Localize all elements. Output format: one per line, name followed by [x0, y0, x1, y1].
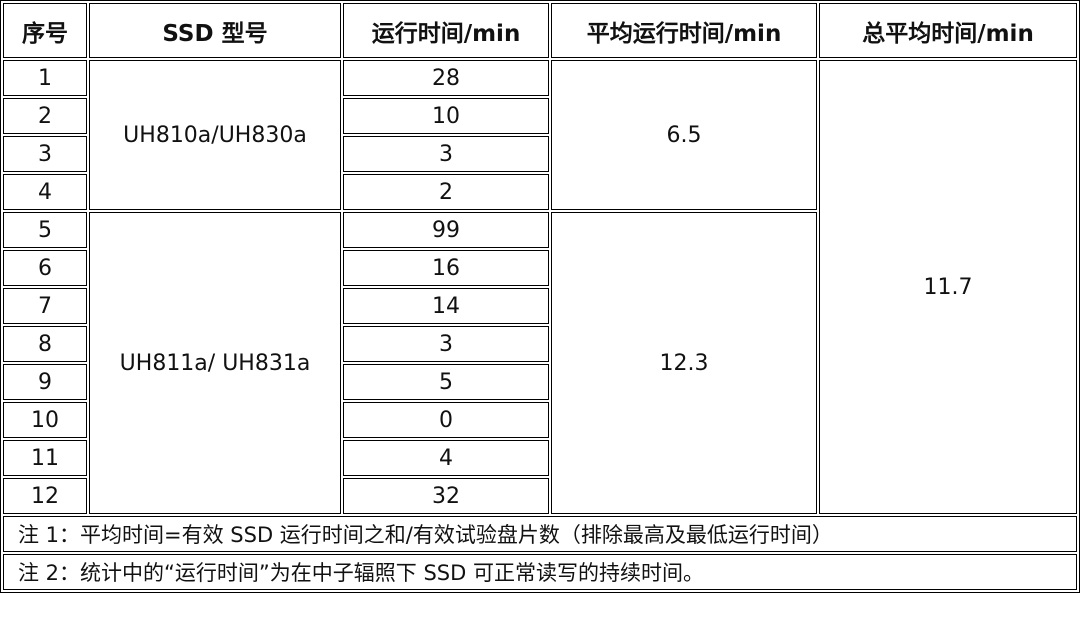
runtime: 28 [343, 60, 549, 96]
header-total-average: 总平均时间/min [819, 3, 1077, 58]
ssd-runtime-table: 序号 SSD 型号 运行时间/min 平均运行时间/min 总平均时间/min … [0, 0, 1080, 593]
table-row: 10 0 [3, 402, 1077, 438]
table-row: 11 4 [3, 440, 1077, 476]
row-number: 10 [3, 402, 87, 438]
row-number: 11 [3, 440, 87, 476]
table-row: 6 16 [3, 250, 1077, 286]
row-number: 7 [3, 288, 87, 324]
note-2: 注 2：统计中的“运行时间”为在中子辐照下 SSD 可正常读写的持续时间。 [3, 554, 1077, 590]
runtime: 3 [343, 136, 549, 172]
total-average: 11.7 [819, 60, 1077, 514]
row-number: 12 [3, 478, 87, 514]
note-row: 注 1：平均时间=有效 SSD 运行时间之和/有效试验盘片数（排除最高及最低运行… [3, 516, 1077, 552]
average-runtime: 6.5 [551, 60, 817, 210]
ssd-model: UH810a/UH830a [89, 60, 341, 210]
header-average: 平均运行时间/min [551, 3, 817, 58]
row-number: 6 [3, 250, 87, 286]
runtime: 0 [343, 402, 549, 438]
table-row: 7 14 [3, 288, 1077, 324]
table-row: 2 10 [3, 98, 1077, 134]
runtime: 5 [343, 364, 549, 400]
header-no: 序号 [3, 3, 87, 58]
note-1: 注 1：平均时间=有效 SSD 运行时间之和/有效试验盘片数（排除最高及最低运行… [3, 516, 1077, 552]
row-number: 3 [3, 136, 87, 172]
runtime: 2 [343, 174, 549, 210]
row-number: 2 [3, 98, 87, 134]
header-time: 运行时间/min [343, 3, 549, 58]
header-row: 序号 SSD 型号 运行时间/min 平均运行时间/min 总平均时间/min [3, 3, 1077, 58]
table-row: 1 UH810a/UH830a 28 6.5 11.7 [3, 60, 1077, 514]
note-row: 注 2：统计中的“运行时间”为在中子辐照下 SSD 可正常读写的持续时间。 [3, 554, 1077, 590]
runtime: 16 [343, 250, 549, 286]
runtime: 4 [343, 440, 549, 476]
row-number: 5 [3, 212, 87, 248]
header-model: SSD 型号 [89, 3, 341, 58]
row-number: 9 [3, 364, 87, 400]
average-runtime: 12.3 [551, 212, 817, 514]
runtime: 10 [343, 98, 549, 134]
ssd-model: UH811a/ UH831a [89, 212, 341, 514]
row-number: 4 [3, 174, 87, 210]
row-number: 8 [3, 326, 87, 362]
runtime: 14 [343, 288, 549, 324]
runtime: 99 [343, 212, 549, 248]
runtime: 32 [343, 478, 549, 514]
table-row: 5 UH811a/ UH831a 99 12.3 [3, 212, 1077, 514]
table-row: 12 32 [3, 478, 1077, 514]
runtime: 3 [343, 326, 549, 362]
row-number: 1 [3, 60, 87, 96]
